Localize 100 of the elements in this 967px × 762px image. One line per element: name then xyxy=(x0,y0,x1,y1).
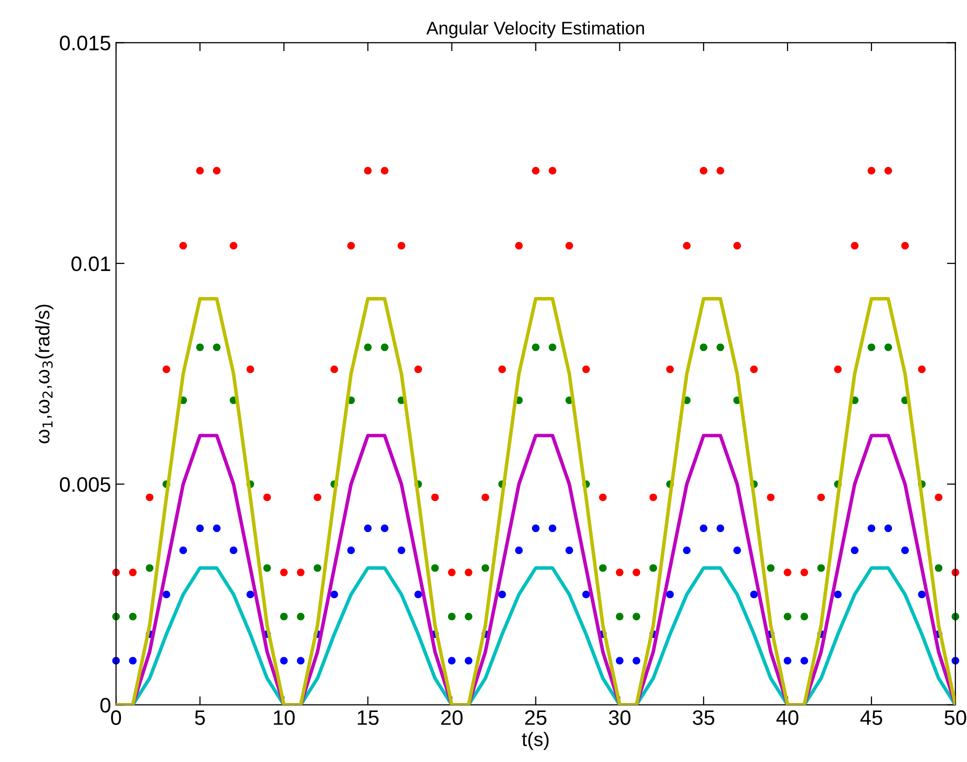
x-tick-label: 30 xyxy=(608,710,630,726)
point xyxy=(431,494,439,502)
point xyxy=(532,343,540,352)
point xyxy=(700,343,708,352)
point xyxy=(263,564,271,572)
y-tick-label: 0.01 xyxy=(71,256,110,272)
point xyxy=(196,166,204,174)
point xyxy=(599,494,607,502)
point xyxy=(179,546,187,554)
point xyxy=(934,494,942,502)
point xyxy=(934,564,942,572)
point xyxy=(532,524,540,532)
point xyxy=(800,612,808,620)
point xyxy=(901,242,909,250)
point xyxy=(129,568,137,576)
point xyxy=(515,242,523,250)
point xyxy=(649,494,658,502)
point xyxy=(398,242,406,250)
point xyxy=(448,612,456,620)
point xyxy=(146,494,154,502)
point xyxy=(515,546,523,554)
point xyxy=(464,612,472,620)
point xyxy=(380,166,388,174)
x-tick-label: 5 xyxy=(195,710,205,726)
point xyxy=(532,166,540,174)
chart-title: Angular Velocity Estimation xyxy=(426,21,644,38)
point xyxy=(296,612,304,620)
point xyxy=(212,343,221,352)
point xyxy=(766,564,775,572)
x-tick-label: 50 xyxy=(944,710,966,726)
point xyxy=(901,546,909,554)
point xyxy=(784,612,792,620)
point xyxy=(599,564,607,572)
point xyxy=(330,590,338,598)
point xyxy=(347,242,355,250)
point xyxy=(364,524,372,532)
y-tick-label: 0 xyxy=(100,698,110,713)
point xyxy=(666,366,674,374)
point xyxy=(498,366,506,374)
point xyxy=(918,366,926,374)
point xyxy=(750,366,758,374)
point xyxy=(834,590,842,598)
point xyxy=(750,590,758,598)
point xyxy=(280,568,288,576)
x-tick-label: 0 xyxy=(111,710,122,726)
point xyxy=(498,590,506,598)
point xyxy=(683,546,691,554)
point xyxy=(280,612,288,620)
point xyxy=(380,343,388,352)
point xyxy=(146,564,154,572)
point xyxy=(918,590,926,598)
point xyxy=(246,590,254,598)
point xyxy=(616,568,624,576)
x-tick-label: 20 xyxy=(441,710,463,726)
point xyxy=(448,568,456,576)
point xyxy=(548,524,556,532)
point xyxy=(868,166,876,174)
x-tick-label: 25 xyxy=(525,710,546,726)
point xyxy=(448,656,456,665)
x-axis-title: t(s) xyxy=(522,732,549,750)
point xyxy=(632,656,640,665)
point xyxy=(482,494,490,502)
point xyxy=(364,166,372,174)
point xyxy=(414,366,422,374)
point xyxy=(733,242,741,250)
point xyxy=(464,568,472,576)
point xyxy=(212,166,221,174)
point xyxy=(314,494,322,502)
point xyxy=(196,524,204,532)
point xyxy=(263,494,271,502)
point xyxy=(716,166,724,174)
point xyxy=(246,366,254,374)
point xyxy=(314,564,322,572)
point xyxy=(616,656,624,665)
point xyxy=(884,343,892,352)
point xyxy=(582,590,590,598)
point xyxy=(666,590,674,598)
point xyxy=(616,612,624,620)
point xyxy=(212,524,221,532)
point xyxy=(800,568,808,576)
x-tick-label: 40 xyxy=(776,710,798,726)
point xyxy=(884,166,892,174)
point xyxy=(565,546,574,554)
point xyxy=(700,166,708,174)
point xyxy=(280,656,288,665)
point xyxy=(868,524,876,532)
point xyxy=(380,524,388,532)
point xyxy=(700,524,708,532)
point xyxy=(817,494,825,502)
x-tick-label: 35 xyxy=(692,710,714,726)
y-tick-label: 0.005 xyxy=(60,477,110,492)
point xyxy=(817,564,825,572)
point xyxy=(784,656,792,665)
point xyxy=(683,242,691,250)
point xyxy=(296,568,304,576)
point xyxy=(162,590,170,598)
point xyxy=(230,546,238,554)
point xyxy=(565,242,574,250)
point xyxy=(196,343,204,352)
point xyxy=(632,612,640,620)
